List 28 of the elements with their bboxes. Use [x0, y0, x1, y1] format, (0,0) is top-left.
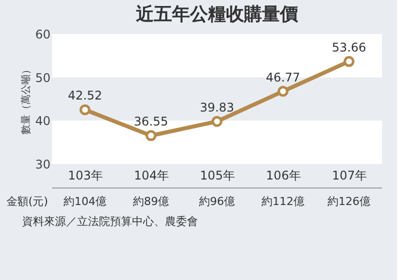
- data-label: 42.52: [68, 88, 102, 103]
- x-tick-label: 107年: [332, 168, 367, 182]
- y-tick-label: 50: [35, 70, 50, 85]
- text: 金額(元): [6, 195, 48, 208]
- y-tick-label: 60: [35, 28, 50, 42]
- text: 約126億: [328, 195, 370, 208]
- chart-title: 近五年公糧收購量價: [135, 4, 299, 25]
- x-tick-label: 103年: [68, 168, 103, 182]
- point: [278, 86, 288, 97]
- point: [212, 116, 222, 127]
- data-label: 46.77: [266, 70, 300, 84]
- x-tick-label: 106年: [266, 168, 301, 182]
- y-axis-title: 數量（萬公噸）: [20, 64, 32, 134]
- y-tick-label: 30: [35, 158, 50, 172]
- text: 約104億: [64, 195, 106, 208]
- source-note: 資料來源／立法院預算中心、農委會: [22, 215, 198, 228]
- x-tick-label: 104年: [134, 168, 169, 182]
- data-label: 39.83: [200, 100, 234, 114]
- point: [146, 130, 156, 142]
- point: [80, 104, 90, 116]
- point: [344, 56, 354, 67]
- data-label: 36.55: [134, 114, 168, 129]
- data-label: 53.66: [332, 40, 366, 54]
- y-tick-label: 40: [35, 114, 50, 128]
- x-tick-label: 105年: [200, 168, 235, 182]
- text: 約96億: [199, 195, 235, 208]
- text: 約89億: [133, 195, 169, 208]
- text: 約112億: [262, 195, 304, 208]
